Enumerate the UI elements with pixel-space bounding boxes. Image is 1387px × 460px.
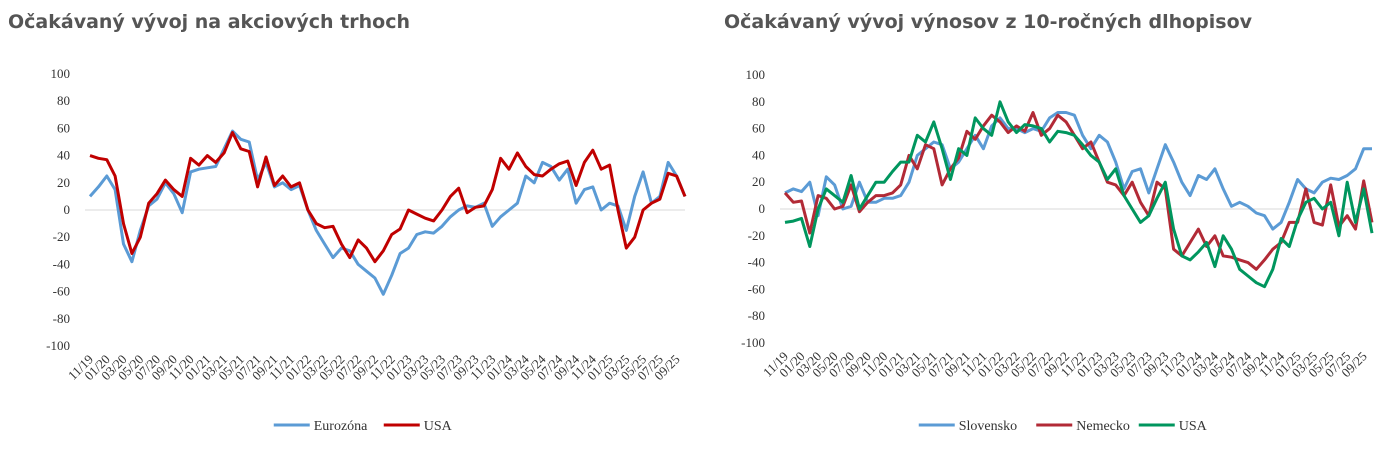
y-tick-label: 0 [64, 202, 71, 217]
y-tick-label: -60 [748, 281, 765, 296]
chart-title: Očakávaný vývoj výnosov z 10-ročných dlh… [724, 11, 1253, 33]
y-tick-label: -80 [53, 311, 70, 326]
y-tick-label: -20 [53, 229, 70, 244]
chart-title: Očakávaný vývoj na akciových trhoch [8, 11, 410, 33]
y-tick-label: 40 [57, 148, 70, 163]
y-tick-label: 80 [57, 93, 70, 108]
y-tick-label: 100 [746, 67, 766, 82]
legend-label: Eurozóna [314, 419, 368, 434]
legend-label: USA [1179, 419, 1208, 434]
y-tick-label: -60 [53, 284, 70, 299]
series-line [783, 111, 1374, 271]
y-tick-label: 60 [57, 120, 70, 135]
legend-label: Nemecko [1076, 419, 1130, 434]
y-tick-label: -100 [741, 335, 765, 350]
y-tick-label: 20 [57, 175, 70, 190]
y-tick-label: -40 [53, 256, 70, 271]
y-tick-label: -80 [748, 308, 765, 323]
series-line [784, 100, 1374, 289]
y-tick-label: -100 [46, 338, 70, 353]
y-tick-label: 0 [759, 201, 766, 216]
series-line [784, 111, 1372, 231]
series-line [89, 131, 687, 264]
y-tick-label: 80 [752, 94, 765, 109]
y-tick-label: -40 [748, 255, 765, 270]
legend-label: Slovensko [959, 419, 1017, 434]
y-tick-label: 40 [752, 147, 765, 162]
series-line [88, 129, 687, 296]
y-tick-label: 20 [752, 174, 765, 189]
legend-label: USA [424, 419, 453, 434]
y-tick-label: 60 [752, 121, 765, 136]
y-tick-label: 100 [51, 66, 71, 81]
y-tick-label: -20 [748, 228, 765, 243]
